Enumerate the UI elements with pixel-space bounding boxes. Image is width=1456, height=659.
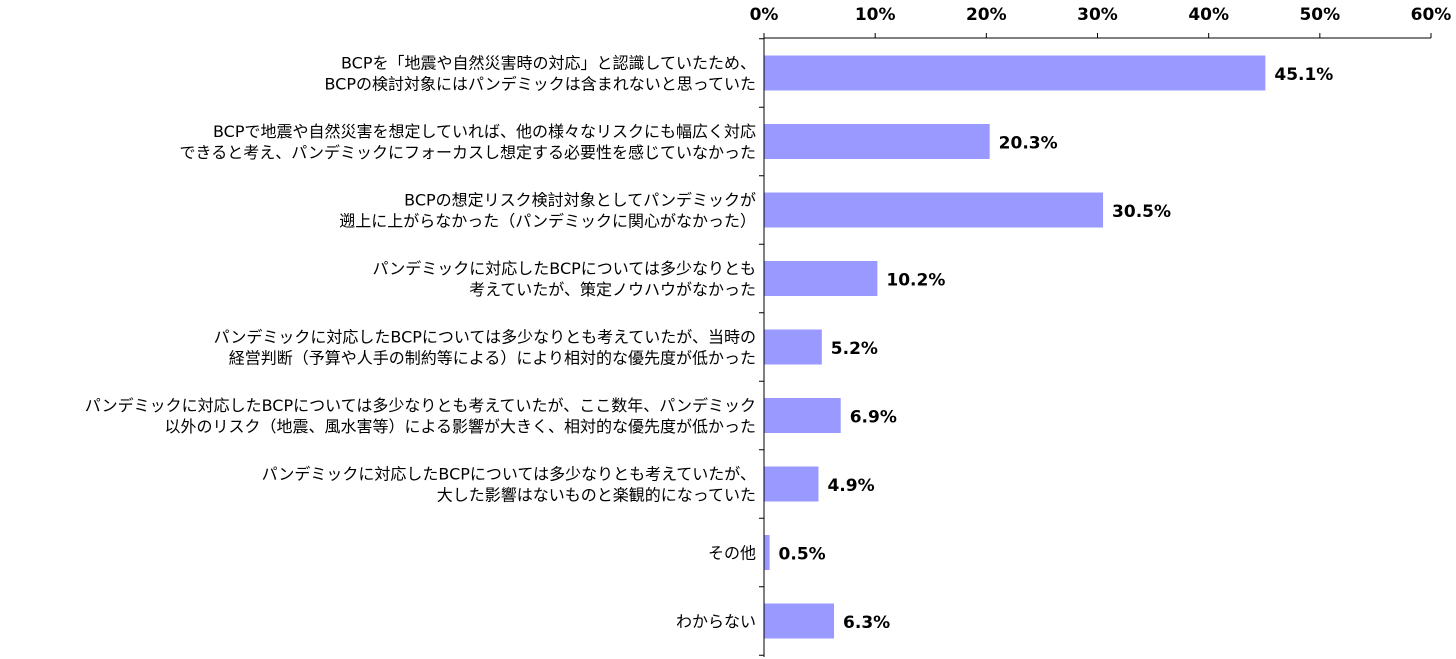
- category-label: パンデミックに対応したBCPについては多少なりとも考えていたが、大した影響はない…: [262, 465, 756, 505]
- category-label: わからない: [676, 612, 756, 631]
- x-tick-label: 30%: [1077, 5, 1118, 25]
- data-label: 20.3%: [999, 134, 1058, 154]
- x-tick-label: 0%: [750, 5, 779, 25]
- bar-series: [764, 55, 1266, 639]
- data-label: 0.5%: [779, 545, 826, 565]
- data-label: 6.3%: [843, 613, 890, 633]
- x-tick-label: 20%: [966, 5, 1007, 25]
- data-label: 10.2%: [886, 271, 945, 291]
- category-label: パンデミックに対応したBCPについては多少なりとも考えていたが、当時の経営判断（…: [214, 328, 756, 368]
- bar: [764, 603, 835, 639]
- category-label: パンデミックに対応したBCPについては多少なりとも考えていたが、策定ノウハウがな…: [372, 259, 756, 299]
- bar: [764, 535, 770, 570]
- bar: [764, 124, 990, 159]
- data-label: 4.9%: [827, 476, 874, 496]
- category-label: パンデミックに対応したBCPについては多少なりとも考えていたが、ここ数年、パンデ…: [85, 396, 756, 436]
- category-label: BCPの想定リスク検討対象としてパンデミックが遡上に上がらなかった（パンデミック…: [339, 191, 756, 231]
- data-label: 45.1%: [1274, 65, 1333, 85]
- x-tick-label: 40%: [1188, 5, 1229, 25]
- x-tick-label: 10%: [855, 5, 896, 25]
- bar: [764, 398, 841, 433]
- bar: [764, 329, 822, 365]
- category-labels: BCPを「地震や自然災害時の対応」と認識していたため、 BCPの検討対象にはパンデ…: [85, 54, 756, 632]
- data-label: 30.5%: [1112, 202, 1171, 222]
- bar: [764, 192, 1104, 228]
- category-label: BCPを「地震や自然災害時の対応」と認識していたため、 BCPの検討対象にはパンデ…: [324, 54, 756, 94]
- x-axis: 0% 10% 20% 30% 40% 50% 60%: [750, 5, 1452, 657]
- category-label: その他: [708, 544, 756, 563]
- x-tick-label: 50%: [1299, 5, 1340, 25]
- x-tick-label: 60%: [1411, 5, 1452, 25]
- category-label: BCPで地震や自然災害を想定していれば、他の様々なリスクにも幅広く対応できると考…: [180, 122, 756, 162]
- bar: [764, 261, 878, 296]
- bar: [764, 466, 819, 502]
- data-label: 5.2%: [831, 339, 878, 359]
- data-labels: 45.1% 20.3% 30.5% 10.2% 5.2% 6.9% 4.9% 0.5% 6.3%: [779, 65, 1334, 633]
- data-label: 6.9%: [850, 408, 897, 428]
- bar: [764, 55, 1266, 91]
